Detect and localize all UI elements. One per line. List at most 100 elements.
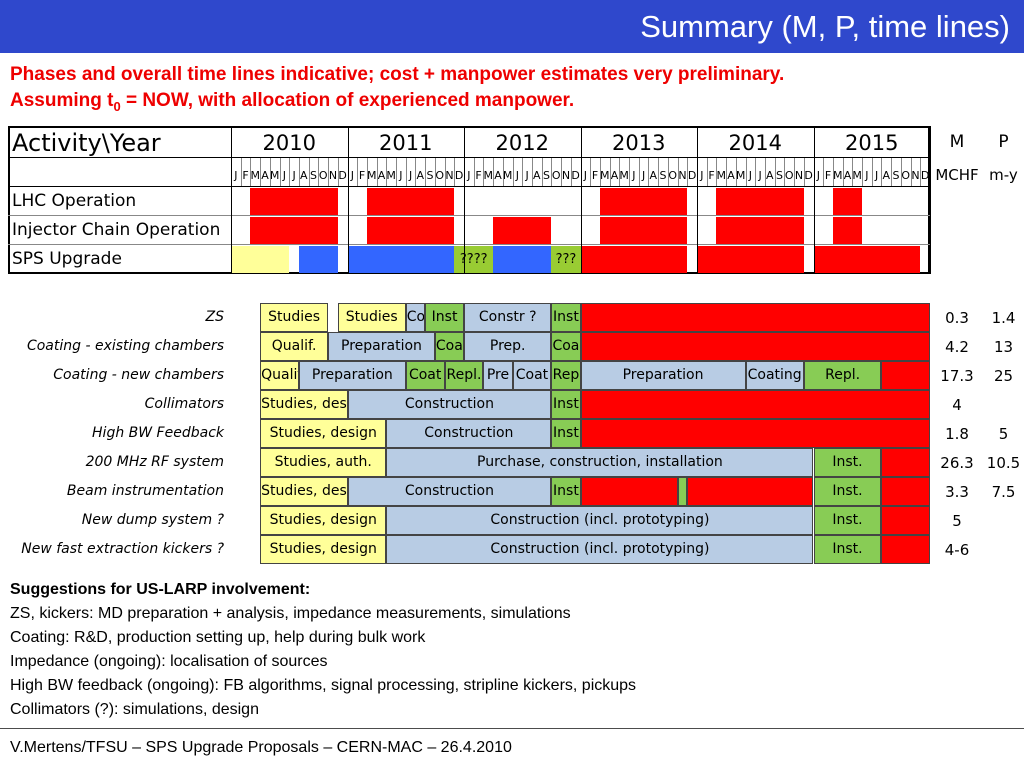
month-label: F (358, 169, 366, 182)
month-label: J (865, 169, 869, 182)
activity-bar: Purchase, construction, installation (386, 448, 814, 477)
activity-bar (677, 477, 688, 506)
month-label: M (502, 169, 513, 182)
timeline-month-tick (755, 158, 757, 186)
activity-bar: Rep (551, 361, 581, 390)
top-row-bar (580, 246, 688, 273)
month-label: A (533, 169, 541, 182)
m-unit: MCHF (935, 166, 979, 184)
timeline-month-tick (706, 158, 708, 186)
activity-p-value: 7.5 (991, 483, 1016, 501)
activity-bar (580, 477, 678, 506)
month-label: N (561, 169, 571, 182)
activity-bar: Prep. (464, 332, 552, 361)
month-label: J (408, 169, 413, 182)
activity-bar: Inst (551, 303, 581, 332)
activity-label: Coating - new chambers (53, 367, 224, 383)
year-label: 2010 (262, 131, 316, 155)
activity-m-value: 4.2 (945, 338, 969, 356)
timeline-year-divider (813, 126, 815, 274)
activity-bar: Studies, des. (260, 477, 348, 506)
activity-bar: Pre (483, 361, 513, 390)
top-row-bar (250, 217, 338, 244)
slide-title: Summary (M, P, time lines) (640, 9, 1010, 44)
activity-bar: Studies, des. (260, 390, 348, 419)
top-row-bar (366, 217, 455, 244)
timeline-month-tick (260, 158, 262, 186)
activity-bar (881, 448, 930, 477)
activity-label: Beam instrumentation (66, 483, 224, 499)
timeline-month-tick (250, 158, 252, 186)
month-label: J (874, 169, 879, 182)
timeline-month-tick (376, 158, 378, 186)
activity-bar (580, 332, 930, 361)
month-label: A (377, 169, 386, 182)
top-row-bar (493, 217, 552, 244)
timeline-frame (8, 126, 930, 274)
top-row-bar: ??? (551, 246, 581, 273)
timeline-month-tick (531, 158, 533, 186)
timeline-month-tick (619, 158, 621, 186)
activity-bar: Studies, design (260, 419, 387, 448)
top-row-bar (347, 246, 455, 273)
activity-p-value: 13 (993, 338, 1014, 356)
activity-bar (881, 506, 930, 535)
month-label: F (824, 169, 832, 182)
top-row-label: SPS Upgrade (12, 249, 122, 269)
top-row-label: Injector Chain Operation (12, 220, 221, 240)
subtitle-line-1: Phases and overall time lines indicative… (10, 64, 785, 85)
month-label: M (600, 169, 610, 182)
month-label: A (261, 169, 269, 182)
timeline-month-tick (396, 158, 398, 186)
subtitle: Phases and overall time lines indicative… (10, 62, 784, 120)
timeline-month-tick (862, 158, 864, 186)
timeline-month-tick (425, 158, 427, 186)
timeline-month-tick (269, 158, 271, 186)
activity-m-value: 3.3 (945, 483, 969, 501)
subtitle-t-subscript: 0 (113, 98, 121, 114)
timeline-month-tick (842, 158, 844, 186)
year-label: 2011 (379, 131, 433, 155)
month-label: J (292, 169, 296, 182)
month-label: S (776, 169, 783, 182)
activity-m-value: 26.3 (940, 454, 974, 472)
top-row-bar (599, 188, 688, 215)
footer-divider (0, 728, 1024, 729)
activity-bar: Construction (incl. prototyping) (386, 535, 814, 564)
activity-p-value: 10.5 (986, 454, 1021, 472)
timeline-month-tick (590, 158, 592, 186)
month-label: O (668, 169, 678, 182)
timeline-month-tick (551, 158, 553, 186)
timeline-month-tick (308, 158, 310, 186)
month-label: S (659, 169, 667, 182)
month-label: F (242, 169, 249, 182)
activity-bar: Construction (386, 419, 552, 448)
timeline-month-tick (726, 158, 728, 186)
month-label: J (399, 169, 403, 182)
timeline-month-tick (852, 158, 854, 186)
month-label: J (816, 169, 820, 182)
timeline-month-tick (794, 158, 796, 186)
timeline-month-tick (891, 158, 893, 186)
activity-bar: Inst. (813, 477, 882, 506)
timeline-month-tick (493, 158, 495, 186)
top-row-bar: ???? (454, 246, 494, 273)
timeline-month-tick (900, 158, 902, 186)
timeline-month-tick (667, 158, 669, 186)
activity-bar (580, 303, 930, 332)
year-label: 2013 (612, 131, 666, 155)
top-row-bar (832, 217, 863, 244)
timeline-month-tick (745, 158, 747, 186)
month-label: J (467, 169, 471, 182)
p-header: P (998, 132, 1009, 152)
timeline-month-tick (337, 158, 339, 186)
activity-m-value: 4 (952, 396, 962, 414)
timeline-month-tick (803, 158, 805, 186)
activity-label: New fast extraction kickers ? (21, 541, 224, 557)
subtitle-line-2-prefix: Assuming t (10, 90, 114, 111)
month-label: M (483, 169, 494, 182)
activity-bar (580, 390, 930, 419)
header-bar: Summary (M, P, time lines) (0, 0, 1024, 53)
timeline-month-tick (570, 158, 572, 186)
activity-bar: Construction (347, 477, 552, 506)
